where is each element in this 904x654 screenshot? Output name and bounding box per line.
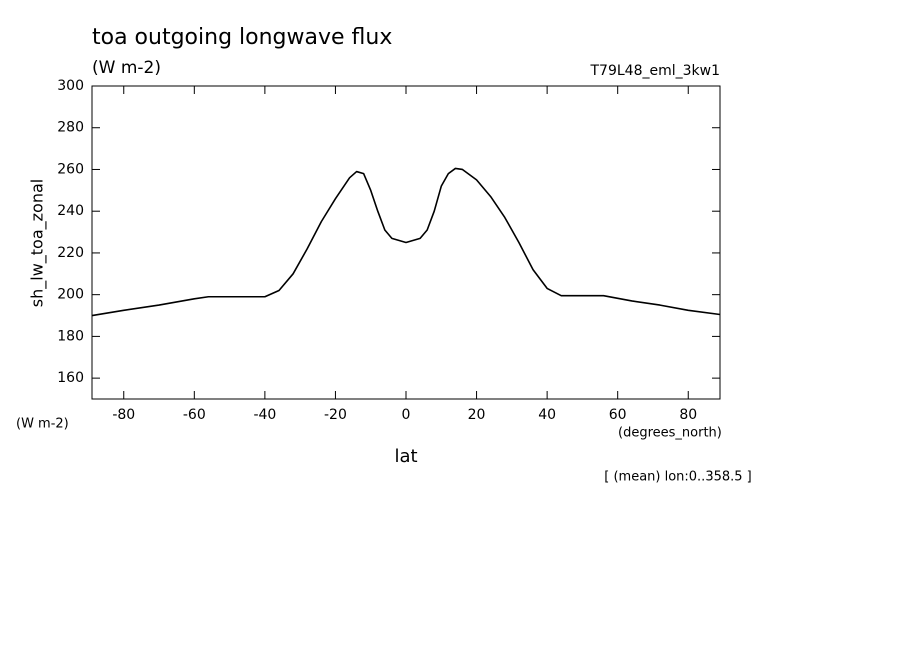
y-tick-label: 300 [57,78,84,94]
x-tick-label: -80 [112,407,135,423]
x-tick-label: -40 [253,407,276,423]
x-tick-label: 60 [609,407,627,423]
y-tick-label: 280 [57,120,84,136]
x-axis-label: lat [394,446,417,467]
run-label: T79L48_eml_3kw1 [590,63,721,79]
y-units: (W m-2) [16,417,69,432]
chart-title: toa outgoing longwave flux [92,25,392,50]
x-tick-label: -20 [324,407,347,423]
x-tick-label: -60 [183,407,206,423]
y-tick-label: 180 [57,328,84,344]
y-tick-label: 160 [57,370,84,386]
y-tick-label: 240 [57,203,84,219]
x-tick-label: 0 [402,407,411,423]
x-tick-label: 40 [538,407,556,423]
chart-subtitle: (W m-2) [92,58,161,78]
x-units: (degrees_north) [618,426,722,441]
x-tick-label: 20 [468,407,486,423]
y-axis-label: sh_lw_toa_zonal [28,179,48,307]
data-line [91,167,721,317]
annotation: [ (mean) lon:0..358.5 ] [604,470,752,485]
y-tick-label: 200 [57,287,84,303]
y-tick-label: 260 [57,161,84,177]
y-tick-label: 220 [57,245,84,261]
x-tick-label: 80 [679,407,697,423]
